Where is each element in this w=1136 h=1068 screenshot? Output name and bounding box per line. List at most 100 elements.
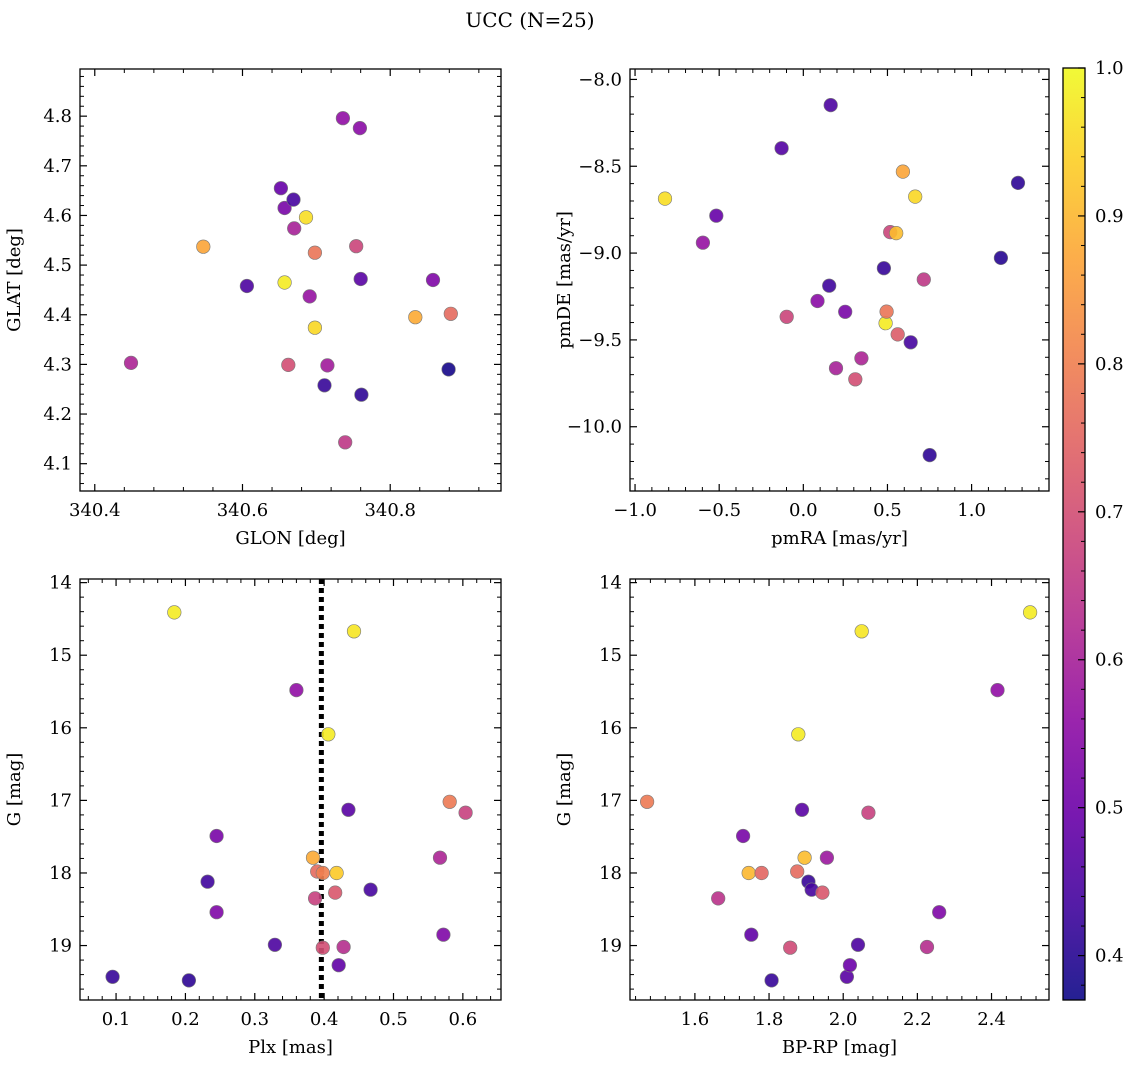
y-tick-label: −9.0: [578, 243, 622, 264]
colorbar-tick-label: 0.8: [1095, 354, 1124, 375]
data-point: [167, 605, 182, 620]
data-point: [335, 111, 351, 126]
data-point: [815, 885, 830, 900]
y-tick-label: 4.8: [43, 106, 72, 127]
y-tick-label: −8.0: [578, 69, 622, 90]
data-point: [441, 362, 456, 377]
x-tick-label: 340.8: [364, 500, 416, 521]
data-point: [810, 293, 825, 309]
data-point: [354, 387, 369, 402]
colorbar-fill: [1063, 68, 1085, 1000]
data-point: [919, 939, 935, 955]
data-point: [850, 937, 866, 952]
data-point: [741, 865, 756, 881]
panel-3: 0.1 0.2 0.3 0.4 0.5 0.6 14 15 16 17 18 19 Plx [mas] G…: [4, 573, 502, 1058]
x-axis-label: BP-RP [mag]: [782, 1037, 897, 1058]
x-tick-label: 0.3: [240, 1009, 269, 1030]
data-point: [315, 940, 330, 955]
data-point: [196, 239, 211, 254]
figure-title: UCC (N=25): [465, 8, 594, 32]
data-point: [657, 191, 673, 206]
y-tick-label: 18: [599, 863, 622, 884]
colorbar-tick-label: 0.5: [1095, 798, 1124, 819]
data-point: [315, 865, 330, 881]
data-point: [790, 864, 805, 879]
y-tick-label: −9.5: [578, 330, 622, 351]
data-point: [443, 306, 458, 321]
data-point: [286, 192, 301, 207]
colorbar-tick-label: 0.6: [1095, 650, 1124, 671]
data-point: [823, 97, 838, 113]
data-point: [281, 357, 296, 373]
x-tick-label: 2.4: [977, 1009, 1006, 1030]
data-point: [735, 828, 751, 844]
data-point: [794, 802, 810, 817]
y-tick-label: 4.6: [43, 205, 72, 226]
data-point: [744, 927, 759, 942]
data-point: [639, 794, 655, 809]
data-point: [346, 624, 362, 639]
x-tick-label: −0.5: [697, 500, 741, 521]
data-point: [779, 309, 794, 324]
data-point: [328, 885, 343, 900]
y-axis-label: GLAT [deg]: [4, 228, 25, 332]
x-tick-label: 1.6: [681, 1009, 710, 1030]
x-tick-label: 0.5: [873, 500, 902, 521]
colorbar: 0.4 0.5 0.6 0.7 0.8 0.9 1.0: [1062, 58, 1124, 1001]
data-point: [209, 828, 224, 844]
colorbar-tick-label: 1.0: [1095, 58, 1124, 79]
y-tick-label: 17: [599, 790, 622, 811]
colorbar-tick-label: 0.4: [1095, 946, 1124, 967]
data-point: [711, 891, 726, 906]
x-axis-label: Plx [mas]: [248, 1037, 333, 1058]
data-point: [321, 727, 336, 742]
y-tick-label: 4.1: [43, 454, 72, 475]
data-point: [916, 272, 931, 287]
panel-4: 1.6 1.8 2.0 2.2 2.4 14 15 16 17 18 19 BP-RP [mag] G …: [554, 573, 1050, 1058]
y-tick-label: 15: [49, 645, 72, 666]
data-point: [890, 327, 905, 342]
data-point: [797, 850, 812, 865]
data-point: [861, 805, 876, 820]
data-point: [990, 682, 1005, 698]
data-point: [436, 927, 451, 942]
data-point: [289, 682, 304, 698]
data-point: [239, 278, 254, 294]
y-tick-label: −8.5: [578, 156, 622, 177]
x-tick-label: 0.6: [449, 1009, 478, 1030]
data-point: [308, 891, 323, 906]
data-point: [352, 121, 368, 136]
y-tick-label: −10.0: [567, 417, 622, 438]
data-point: [277, 275, 292, 290]
data-point: [408, 310, 423, 325]
data-point: [791, 727, 806, 742]
data-point: [341, 802, 356, 817]
axes-frame: [629, 578, 1050, 1001]
data-point: [895, 164, 911, 179]
data-point: [209, 905, 224, 920]
data-point: [338, 435, 353, 450]
data-point: [783, 940, 798, 955]
y-tick-label: 17: [49, 790, 72, 811]
data-point: [287, 221, 302, 236]
data-point: [854, 624, 869, 639]
data-point: [442, 794, 457, 809]
data-point: [774, 141, 789, 156]
y-tick-label: 14: [599, 573, 622, 594]
x-tick-label: 0.5: [379, 1009, 408, 1030]
data-point: [822, 278, 837, 293]
y-axis-label: pmDE [mas/yr]: [554, 211, 575, 349]
data-point: [1022, 605, 1038, 620]
data-point: [932, 905, 947, 920]
data-point: [764, 973, 779, 988]
data-point: [848, 372, 863, 387]
x-tick-label: 2.0: [829, 1009, 858, 1030]
data-point: [922, 448, 937, 463]
data-point: [889, 226, 904, 241]
data-point: [854, 351, 869, 366]
y-tick-label: 16: [49, 718, 72, 739]
y-tick-label: 18: [49, 863, 72, 884]
data-point: [842, 958, 858, 973]
y-tick-label: 4.7: [43, 156, 72, 177]
